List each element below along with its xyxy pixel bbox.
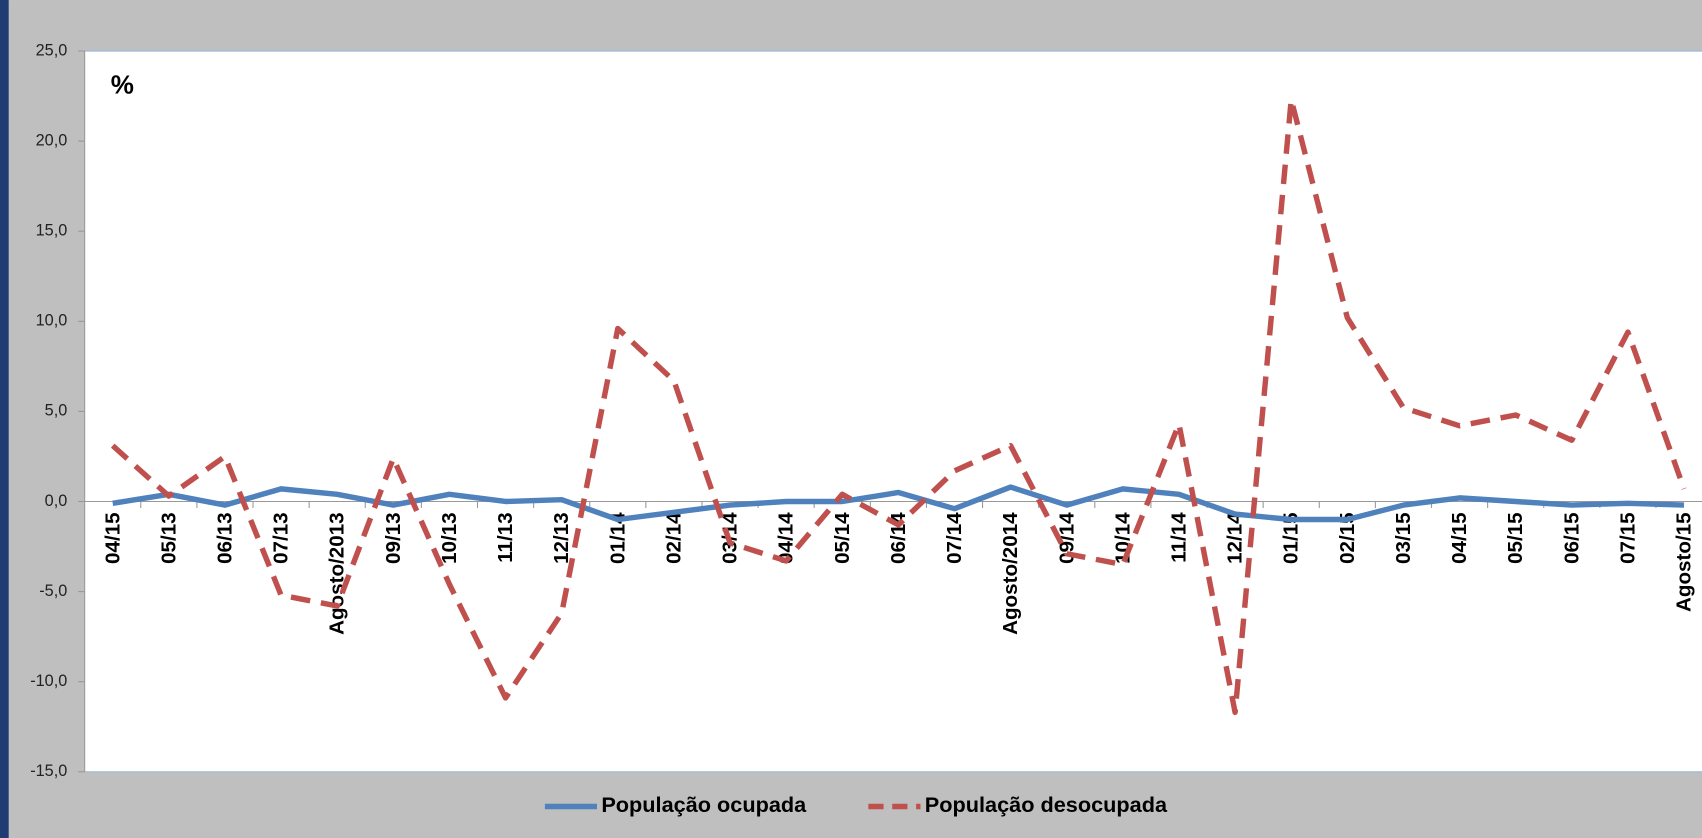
y-tick-label: -15,0: [30, 762, 67, 780]
x-tick-label: 09/13: [382, 512, 405, 564]
plot-area: [84, 51, 1702, 772]
x-tick-label: Agosto/15: [1673, 512, 1696, 612]
x-tick-label: 12/13: [550, 512, 573, 564]
x-tick-label: 01/15: [1280, 512, 1303, 564]
x-tick-label: 12/14: [1224, 512, 1247, 564]
x-tick-label: 07/13: [270, 512, 293, 564]
x-tick-label: 02/15: [1336, 512, 1359, 564]
y-tick-label: -5,0: [39, 582, 67, 600]
y-tick-label: 10,0: [36, 312, 68, 330]
x-tick-label: 10/14: [1111, 512, 1134, 564]
x-tick-label: 07/14: [943, 512, 966, 564]
y-tick-label: 5,0: [45, 402, 68, 420]
x-tick-label: 04/15: [1448, 512, 1471, 564]
y-tick-label: 20,0: [36, 131, 68, 149]
legend-label: População ocupada: [601, 792, 807, 817]
x-tick-label: 06/15: [1560, 512, 1583, 564]
x-tick-label: Agosto/2014: [999, 512, 1022, 635]
x-tick-label: 05/15: [1504, 512, 1527, 564]
side-strip: [0, 0, 9, 838]
x-tick-label: 02/14: [662, 512, 685, 564]
x-tick-label: 01/14: [606, 512, 629, 564]
annotation: %: [111, 70, 134, 100]
x-tick-label: 11/13: [494, 512, 517, 562]
y-tick-label: -10,0: [30, 672, 67, 690]
x-tick-label: 05/13: [157, 512, 180, 564]
x-tick-label: Agosto/2013: [326, 512, 349, 635]
x-tick-label: 06/13: [213, 512, 236, 564]
x-tick-label: 05/14: [831, 512, 854, 564]
series-line: [110, 96, 1687, 716]
y-tick-label: 25,0: [36, 41, 68, 59]
y-tick-label: 0,0: [45, 492, 68, 510]
x-tick-label: 09/14: [1055, 512, 1078, 564]
x-tick-label: 04/14: [775, 512, 798, 564]
x-tick-label: 11/14: [1168, 512, 1191, 563]
x-tick-label: 03/15: [1392, 512, 1415, 564]
x-tick-label: 04/15: [101, 512, 124, 564]
x-tick-label: 07/15: [1616, 512, 1639, 564]
y-tick-label: 15,0: [36, 222, 68, 240]
legend-label: População desocupada: [925, 792, 1168, 817]
x-tick-label: 10/13: [438, 512, 461, 564]
